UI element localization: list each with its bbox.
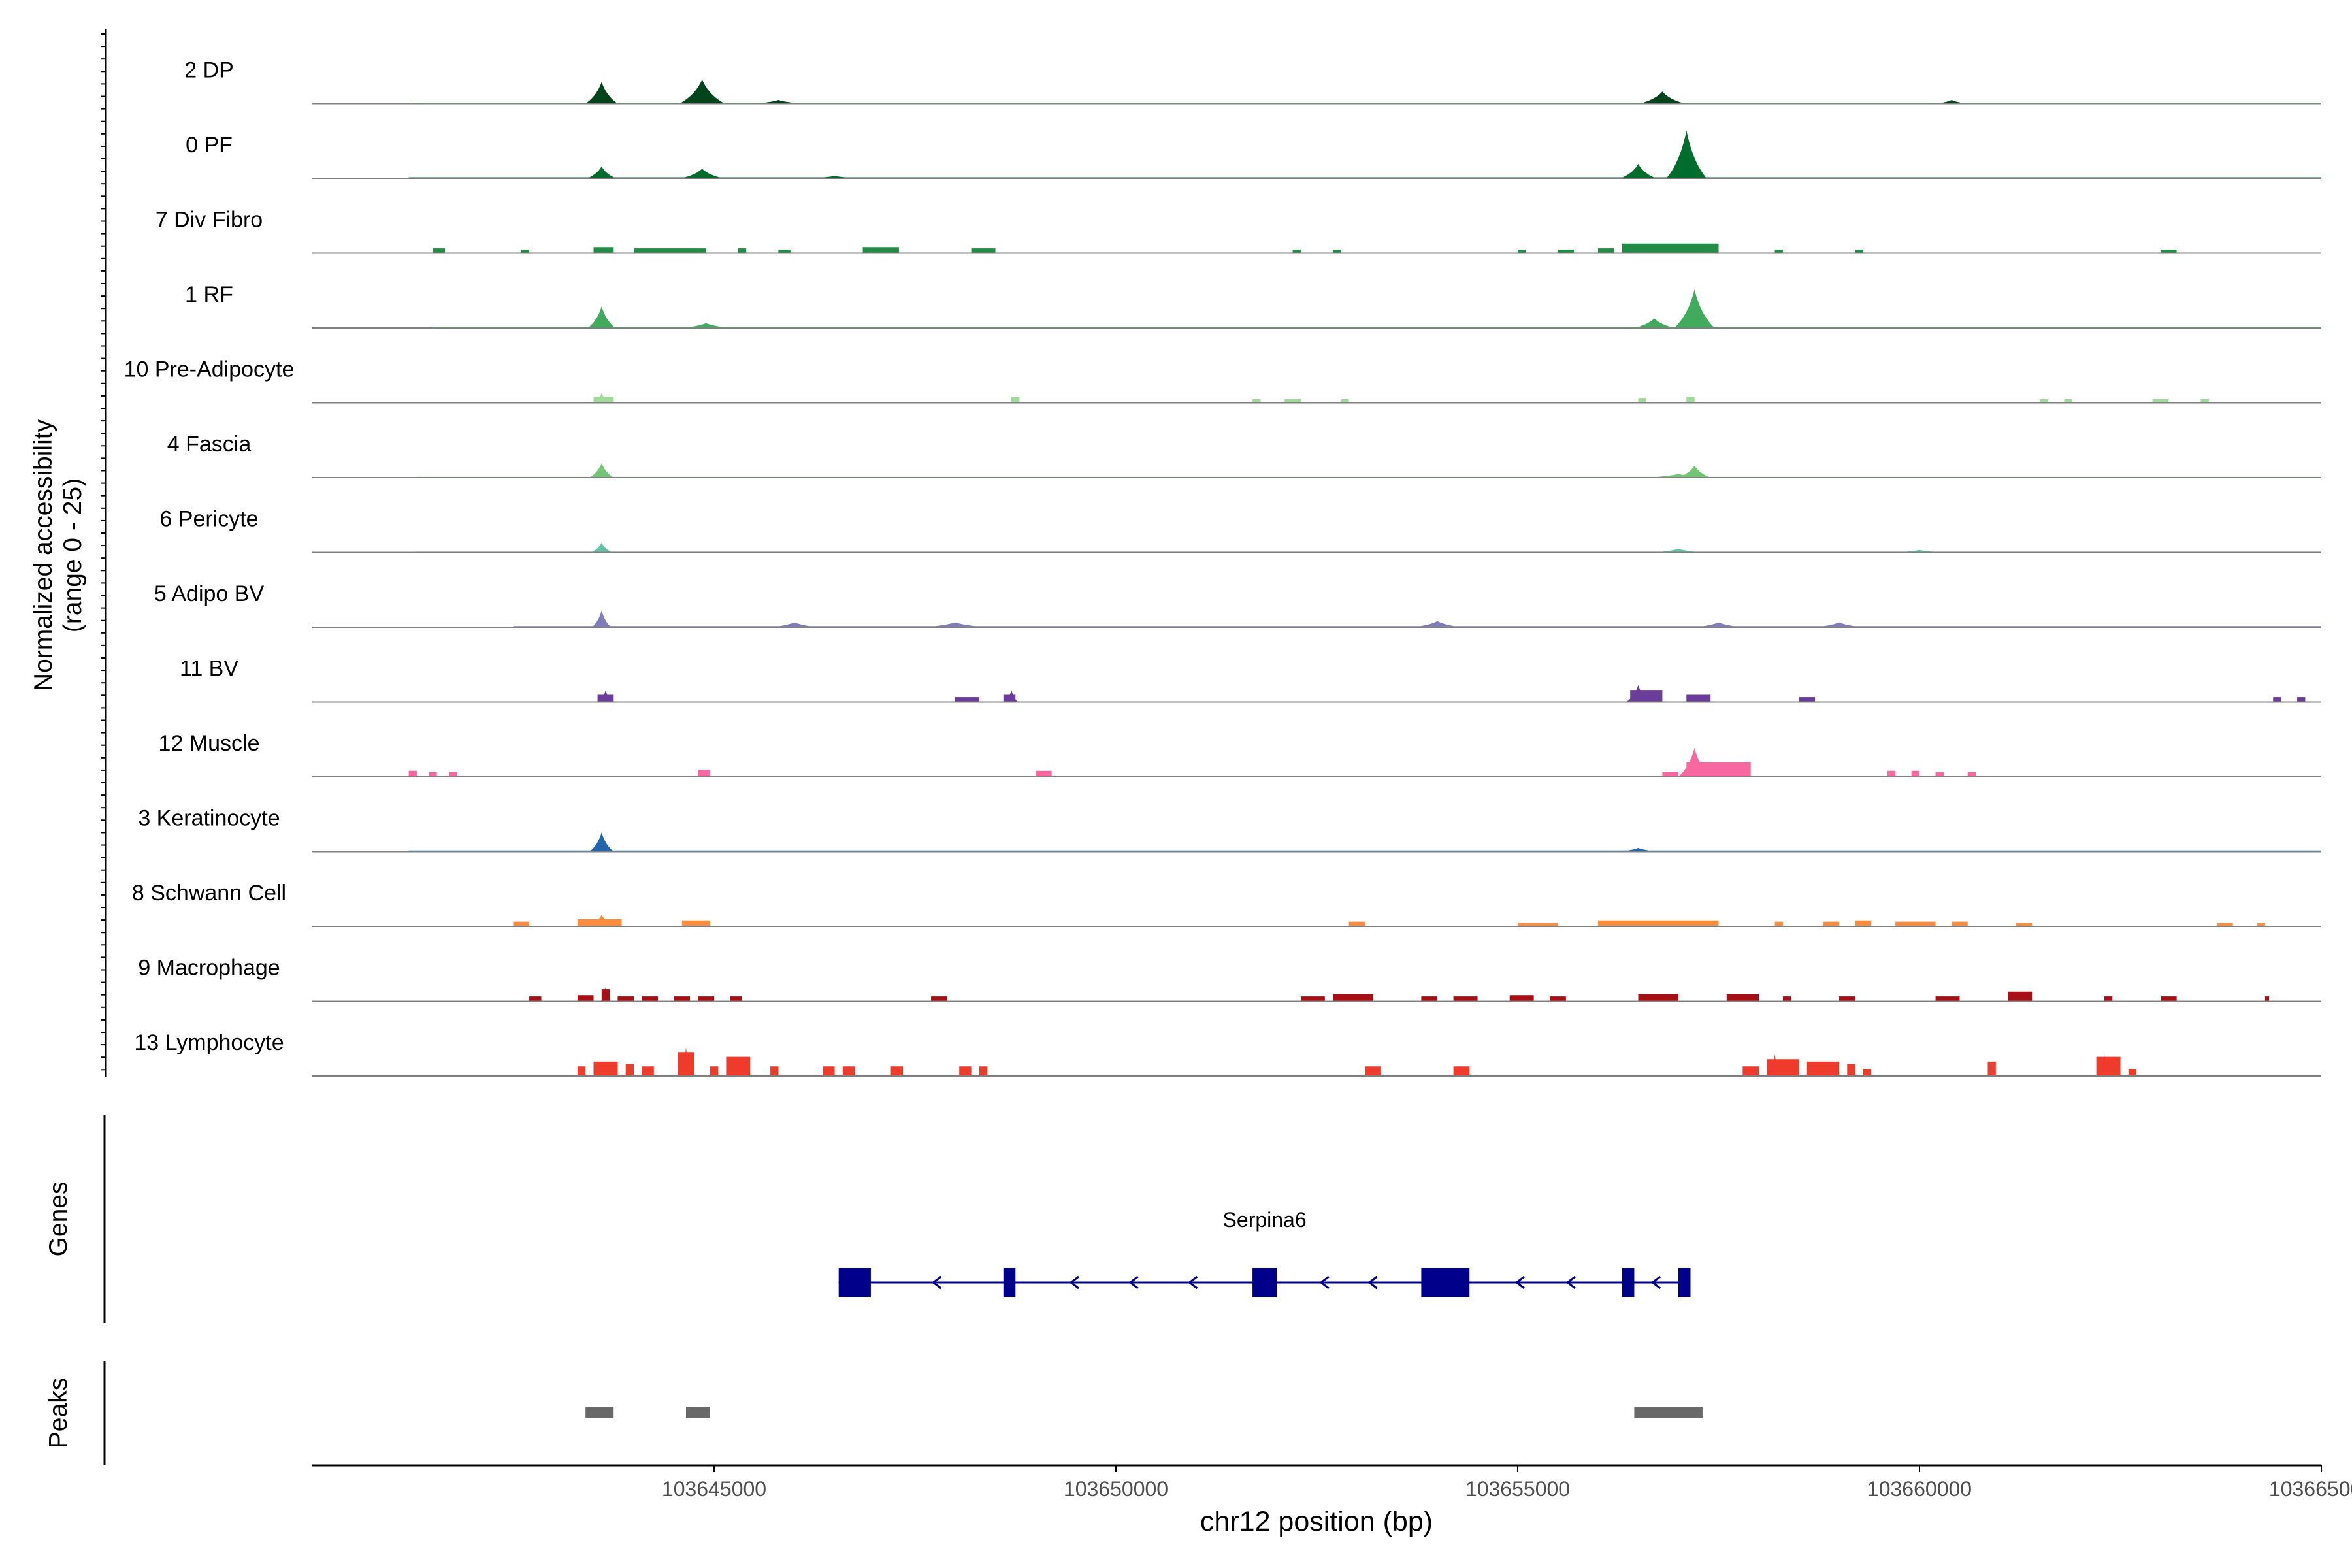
track-3-keratinocyte: 3 Keratinocyte (138, 806, 2321, 853)
track-label: 10 Pre-Adipocyte (124, 357, 295, 382)
track-13-lymphocyte: 13 Lymphocyte (134, 1030, 2321, 1077)
y-axis-label-line1: Normalized accessibility (29, 419, 57, 691)
track-9-macrophage: 9 Macrophage (138, 956, 2321, 1002)
coverage-area (593, 393, 2209, 403)
x-axis-tick-label: 103645000 (662, 1477, 766, 1501)
track-label: 2 DP (184, 58, 234, 83)
x-axis-tick-label: 103650000 (1064, 1477, 1168, 1501)
peaks-panel-label: Peaks (44, 1378, 73, 1448)
coverage-area (408, 747, 1976, 777)
track-7-div-fibro: 7 Div Fibro (155, 208, 2321, 254)
track-10-pre-adipocyte: 10 Pre-Adipocyte (124, 357, 2321, 404)
track-label: 12 Muscle (159, 731, 260, 756)
track-label: 1 RF (185, 282, 233, 307)
genes-panel-label: Genes (44, 1182, 73, 1257)
coverage-area (408, 832, 2321, 852)
strand-arrow (1187, 1275, 1198, 1290)
x-axis-ticks: 103645000 103650000 103655000 103660000 1036… (662, 1465, 2352, 1501)
gene-track (838, 1268, 1691, 1297)
track-label: 13 Lymphocyte (134, 1030, 284, 1055)
track-label: 3 Keratinocyte (138, 806, 280, 831)
coverage-area (597, 685, 2306, 702)
coverage-area (513, 610, 2321, 627)
gene-exon (1622, 1268, 1635, 1297)
coverage-y-axis-ticks (101, 33, 106, 1071)
track-label: 0 PF (186, 133, 233, 157)
track-2-dp: 2 DP (184, 58, 2321, 105)
coverage-area (416, 542, 2322, 553)
strand-arrow (1319, 1275, 1330, 1290)
peak-track (585, 1407, 1703, 1418)
x-axis-tick-label: 103660000 (1867, 1477, 1972, 1501)
track-label: 11 BV (180, 657, 238, 681)
x-axis-title: chr12 position (bp) (1200, 1506, 1433, 1537)
y-axis-label-line2: (range 0 - 25) (59, 478, 87, 632)
peak-region (585, 1407, 614, 1418)
track-0-pf: 0 PF (186, 130, 2321, 179)
strand-arrow (1069, 1275, 1079, 1290)
strand-arrow (1650, 1275, 1661, 1290)
strand-arrow (1565, 1275, 1576, 1290)
gene-exon (1252, 1268, 1277, 1297)
coverage-area (408, 79, 2321, 104)
peak-region (686, 1407, 710, 1418)
strand-arrow (1367, 1275, 1378, 1290)
coverage-area (513, 914, 2265, 926)
x-axis-tick-label: 103665000 (2269, 1477, 2352, 1501)
strand-arrow (1128, 1275, 1139, 1290)
coverage-area (408, 130, 2321, 178)
gene-exon (1003, 1268, 1016, 1297)
gene-exon (1421, 1268, 1470, 1297)
track-label: 6 Pericyte (159, 507, 258, 532)
track-label: 9 Macrophage (138, 956, 280, 981)
coverage-area (577, 1047, 2137, 1076)
track-4-fascia: 4 Fascia (167, 432, 2322, 478)
track-1-rf: 1 RF (185, 282, 2321, 329)
track-8-schwann-cell: 8 Schwann Cell (132, 881, 2321, 927)
strand-arrow (1514, 1275, 1525, 1290)
x-axis-tick-label: 103655000 (1465, 1477, 1570, 1501)
gene-exon (1678, 1268, 1691, 1297)
coverage-area (433, 243, 2177, 253)
gene-name-label: Serpina6 (1223, 1208, 1307, 1232)
track-label: 5 Adipo BV (154, 581, 265, 606)
track-label: 7 Div Fibro (155, 208, 263, 233)
coverage-area (416, 463, 2322, 478)
track-label: 4 Fascia (167, 432, 252, 457)
gene-exon (838, 1268, 871, 1297)
track-12-muscle: 12 Muscle (159, 731, 2321, 777)
coverage-tracks: 2 DP 0 PF 7 Div Fibro 1 RF 10 Pre-Adipocyte 4… (124, 58, 2322, 1077)
peak-region (1634, 1407, 1703, 1418)
track-6-pericyte: 6 Pericyte (159, 507, 2322, 553)
strand-arrow (931, 1275, 942, 1290)
coverage-area (529, 987, 2269, 1002)
coverage-area (433, 289, 2321, 328)
track-5-adipo-bv: 5 Adipo BV (154, 581, 2321, 628)
track-11-bv: 11 BV (180, 657, 2321, 703)
track-label: 8 Schwann Cell (132, 881, 286, 906)
